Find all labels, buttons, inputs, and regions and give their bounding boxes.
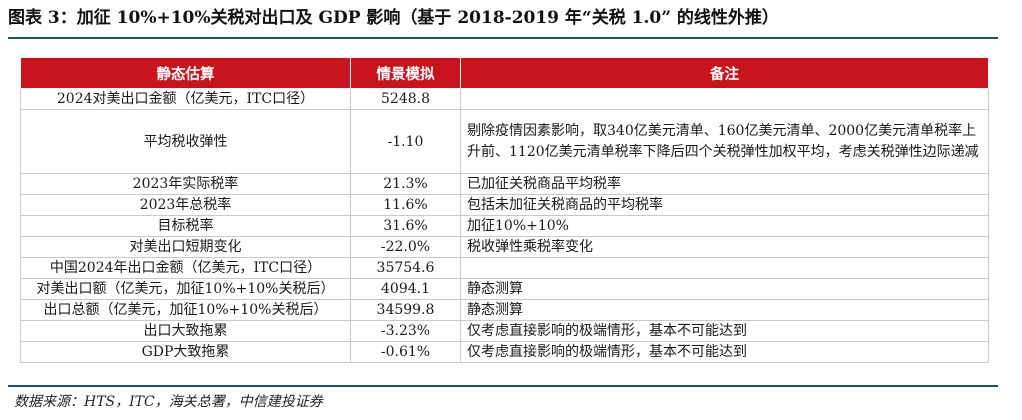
row-label: 中国2024年出口金额（亿美元，ITC口径） xyxy=(20,257,351,279)
table-row: 对美出口额（亿美元，加征10%+10%关税后） 4094.1 静态测算 xyxy=(20,278,989,300)
row-label: 出口大致拖累 xyxy=(20,320,351,342)
row-label: 出口总额（亿美元，加征10%+10%关税后） xyxy=(20,299,351,321)
row-label: 对美出口额（亿美元，加征10%+10%关税后） xyxy=(20,278,351,300)
row-label: 2023年实际税率 xyxy=(20,173,351,195)
row-label: 目标税率 xyxy=(20,215,351,237)
row-note: 静态测算 xyxy=(460,278,989,300)
table-row: 中国2024年出口金额（亿美元，ITC口径） 35754.6 xyxy=(20,257,989,279)
row-value: 21.3% xyxy=(350,173,461,195)
row-value: 5248.8 xyxy=(350,88,461,110)
top-rule xyxy=(8,37,998,39)
figure-title: 图表 3：加征 10%+10%关税对出口及 GDP 影响（基于 2018-201… xyxy=(8,8,779,28)
row-label: 2024对美出口金额（亿美元，ITC口径） xyxy=(20,88,351,110)
header-remarks: 备注 xyxy=(460,57,989,89)
table-row: 目标税率 31.6% 加征10%+10% xyxy=(20,215,989,237)
row-label: GDP大致拖累 xyxy=(20,341,351,363)
table-row: 2023年总税率 11.6% 包括未加征关税商品的平均税率 xyxy=(20,194,989,216)
row-note: 税收弹性乘税率变化 xyxy=(460,236,989,258)
table-row: 出口总额（亿美元，加征10%+10%关税后） 34599.8 静态测算 xyxy=(20,299,989,321)
row-note: 加征10%+10% xyxy=(460,215,989,237)
table-row: GDP大致拖累 -0.61% 仅考虑直接影响的极端情形，基本不可能达到 xyxy=(20,341,989,363)
source-note: 数据来源：HTS，ITC，海关总署，中信建投证券 xyxy=(14,394,323,410)
row-value: -0.61% xyxy=(350,341,461,363)
row-value: 35754.6 xyxy=(350,257,461,279)
row-value: -3.23% xyxy=(350,320,461,342)
row-label: 平均税收弹性 xyxy=(20,109,351,174)
row-note: 包括未加征关税商品的平均税率 xyxy=(460,194,989,216)
row-label: 对美出口短期变化 xyxy=(20,236,351,258)
row-value: 34599.8 xyxy=(350,299,461,321)
table-header-row: 静态估算 情景模拟 备注 xyxy=(20,57,989,89)
row-value: 11.6% xyxy=(350,194,461,216)
table-row: 对美出口短期变化 -22.0% 税收弹性乘税率变化 xyxy=(20,236,989,258)
row-value: -1.10 xyxy=(350,109,461,174)
row-note: 已加征关税商品平均税率 xyxy=(460,173,989,195)
table-row: 2024对美出口金额（亿美元，ITC口径） 5248.8 xyxy=(20,88,989,110)
row-value: -22.0% xyxy=(350,236,461,258)
estimate-table: 静态估算 情景模拟 备注 2024对美出口金额（亿美元，ITC口径） 5248.… xyxy=(20,57,989,363)
row-note: 剔除疫情因素影响，取340亿美元清单、160亿美元清单、2000亿美元清单税率上… xyxy=(460,109,989,174)
header-static-estimate: 静态估算 xyxy=(20,57,351,89)
bottom-rule xyxy=(8,385,998,387)
row-note: 仅考虑直接影响的极端情形，基本不可能达到 xyxy=(460,341,989,363)
row-note xyxy=(460,88,989,110)
header-scenario: 情景模拟 xyxy=(350,57,461,89)
table-row: 平均税收弹性 -1.10 剔除疫情因素影响，取340亿美元清单、160亿美元清单… xyxy=(20,109,989,174)
table-row: 出口大致拖累 -3.23% 仅考虑直接影响的极端情形，基本不可能达到 xyxy=(20,320,989,342)
table-row: 2023年实际税率 21.3% 已加征关税商品平均税率 xyxy=(20,173,989,195)
row-value: 4094.1 xyxy=(350,278,461,300)
row-note: 仅考虑直接影响的极端情形，基本不可能达到 xyxy=(460,320,989,342)
row-value: 31.6% xyxy=(350,215,461,237)
row-label: 2023年总税率 xyxy=(20,194,351,216)
row-note: 静态测算 xyxy=(460,299,989,321)
row-note xyxy=(460,257,989,279)
